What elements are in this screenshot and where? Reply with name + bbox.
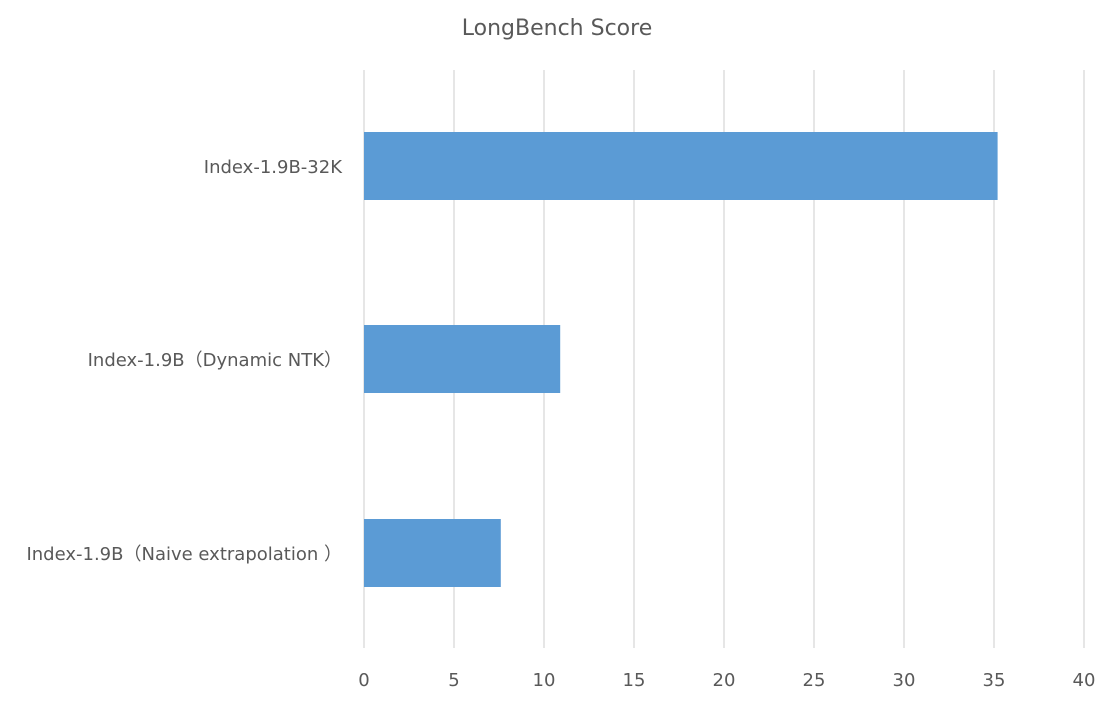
x-tick-label-10: 10 (533, 670, 556, 691)
bar-3 (364, 519, 501, 587)
x-tick-label-20: 20 (713, 670, 736, 691)
bars (364, 132, 998, 587)
category-label-2: Index-1.9B（Dynamic NTK） (88, 350, 342, 371)
x-tick-label-40: 40 (1073, 670, 1096, 691)
x-tick-label-0: 0 (358, 670, 369, 691)
category-label-3: Index-1.9B（Naive extrapolation ） (26, 544, 342, 565)
x-axis-ticks: 0 5 10 15 20 25 30 35 40 (358, 670, 1095, 691)
x-tick-label-5: 5 (448, 670, 459, 691)
x-tick-label-25: 25 (803, 670, 826, 691)
x-tick-label-35: 35 (983, 670, 1006, 691)
category-label-1: Index-1.9B-32K (204, 157, 343, 178)
x-tick-label-30: 30 (893, 670, 916, 691)
x-tick-label-15: 15 (623, 670, 646, 691)
bar-2 (364, 325, 561, 393)
chart-title: LongBench Score (462, 16, 652, 41)
category-labels: Index-1.9B-32K Index-1.9B（Dynamic NTK） Ind… (26, 157, 343, 565)
bar-1 (364, 132, 998, 200)
